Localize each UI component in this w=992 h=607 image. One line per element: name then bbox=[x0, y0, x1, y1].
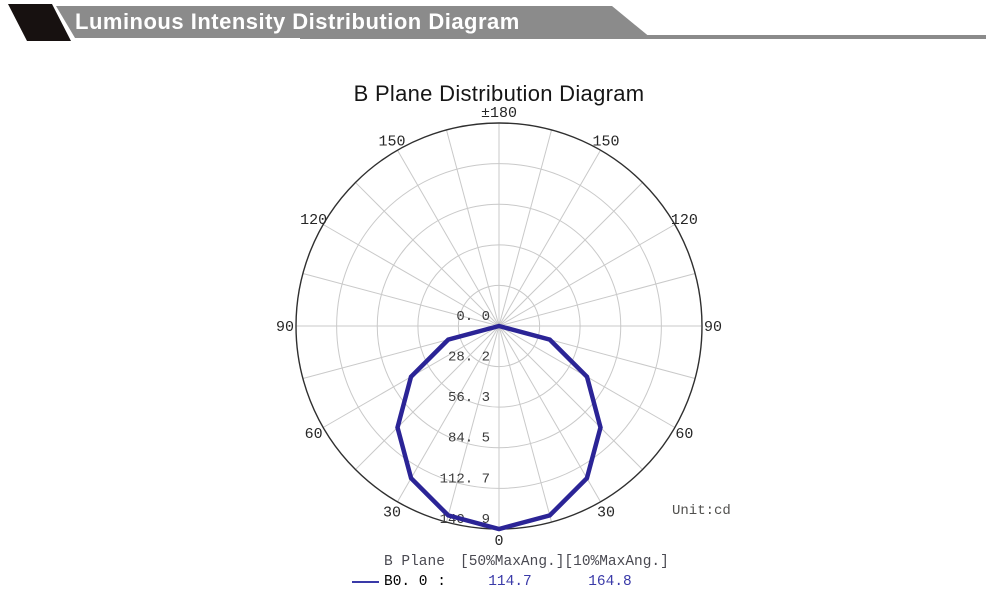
spoke-gridline bbox=[355, 182, 500, 327]
legend-value-50pct: 114.7 bbox=[488, 574, 532, 590]
spoke-gridline bbox=[498, 272, 696, 327]
spoke-gridline bbox=[498, 149, 601, 327]
banner-plate: Luminous Intensity Distribution Diagram bbox=[56, 6, 651, 38]
legend: B Plane [50%MaxAng.] [10%MaxAng.] B0. 0 … bbox=[352, 552, 672, 592]
angle-tick-label: ±180 bbox=[481, 105, 517, 122]
legend-plane-label: B Plane bbox=[384, 554, 445, 570]
legend-header-row: B Plane [50%MaxAng.] [10%MaxAng.] bbox=[352, 552, 672, 572]
spoke-gridline bbox=[397, 325, 500, 503]
legend-value-10pct: 164.8 bbox=[588, 574, 632, 590]
angle-tick-label: 150 bbox=[378, 134, 405, 151]
legend-series-row: B0. 0 : 114.7 164.8 bbox=[352, 572, 672, 592]
spoke-gridline bbox=[498, 224, 676, 327]
angle-tick-label: 60 bbox=[305, 426, 323, 443]
spoke-gridline bbox=[355, 325, 500, 470]
legend-line-swatch bbox=[352, 581, 384, 583]
spoke-gridline bbox=[397, 149, 500, 327]
ring-tick-label: 0. 0 bbox=[456, 309, 490, 325]
angle-tick-label: 60 bbox=[675, 426, 693, 443]
ring-gridline bbox=[417, 244, 581, 408]
spoke-gridline bbox=[445, 129, 500, 327]
angle-tick-label: 150 bbox=[592, 134, 619, 151]
ring-gridline bbox=[376, 203, 622, 449]
section-title: Luminous Intensity Distribution Diagram bbox=[75, 9, 520, 34]
spoke-gridline bbox=[498, 182, 643, 327]
series-color-line bbox=[352, 581, 379, 583]
ring-tick-label: 28. 2 bbox=[448, 350, 490, 366]
spoke-gridline bbox=[445, 325, 500, 523]
spoke-gridline bbox=[498, 325, 643, 470]
legend-col-header-10pct: [10%MaxAng.] bbox=[564, 554, 669, 570]
angle-tick-label: 30 bbox=[597, 504, 615, 521]
ring-tick-label: 84. 5 bbox=[448, 431, 490, 447]
ring-tick-label: 56. 3 bbox=[448, 390, 490, 406]
legend-series-name: B0. 0 : bbox=[384, 574, 446, 590]
spoke-gridline bbox=[498, 129, 553, 327]
angle-tick-label: 90 bbox=[704, 319, 722, 336]
angle-tick-label: 0 bbox=[494, 533, 503, 550]
spoke-gridline bbox=[302, 272, 500, 327]
chart-title: B Plane Distribution Diagram bbox=[353, 81, 645, 106]
angle-tick-label: 90 bbox=[276, 319, 294, 336]
spoke-gridline bbox=[498, 325, 553, 523]
ring-gridline bbox=[457, 284, 541, 368]
angle-tick-label: 120 bbox=[300, 212, 327, 229]
intensity-curve bbox=[395, 323, 603, 532]
angle-tick-label: 30 bbox=[383, 504, 401, 521]
spoke-gridline bbox=[498, 325, 601, 503]
legend-col-header-50pct: [50%MaxAng.] bbox=[460, 554, 565, 570]
spoke-gridline bbox=[322, 224, 500, 327]
unit-label: Unit:cd bbox=[672, 503, 731, 519]
ring-gridline bbox=[336, 163, 662, 489]
angle-tick-label: 120 bbox=[671, 212, 698, 229]
ring-tick-label: 112. 7 bbox=[440, 471, 490, 487]
